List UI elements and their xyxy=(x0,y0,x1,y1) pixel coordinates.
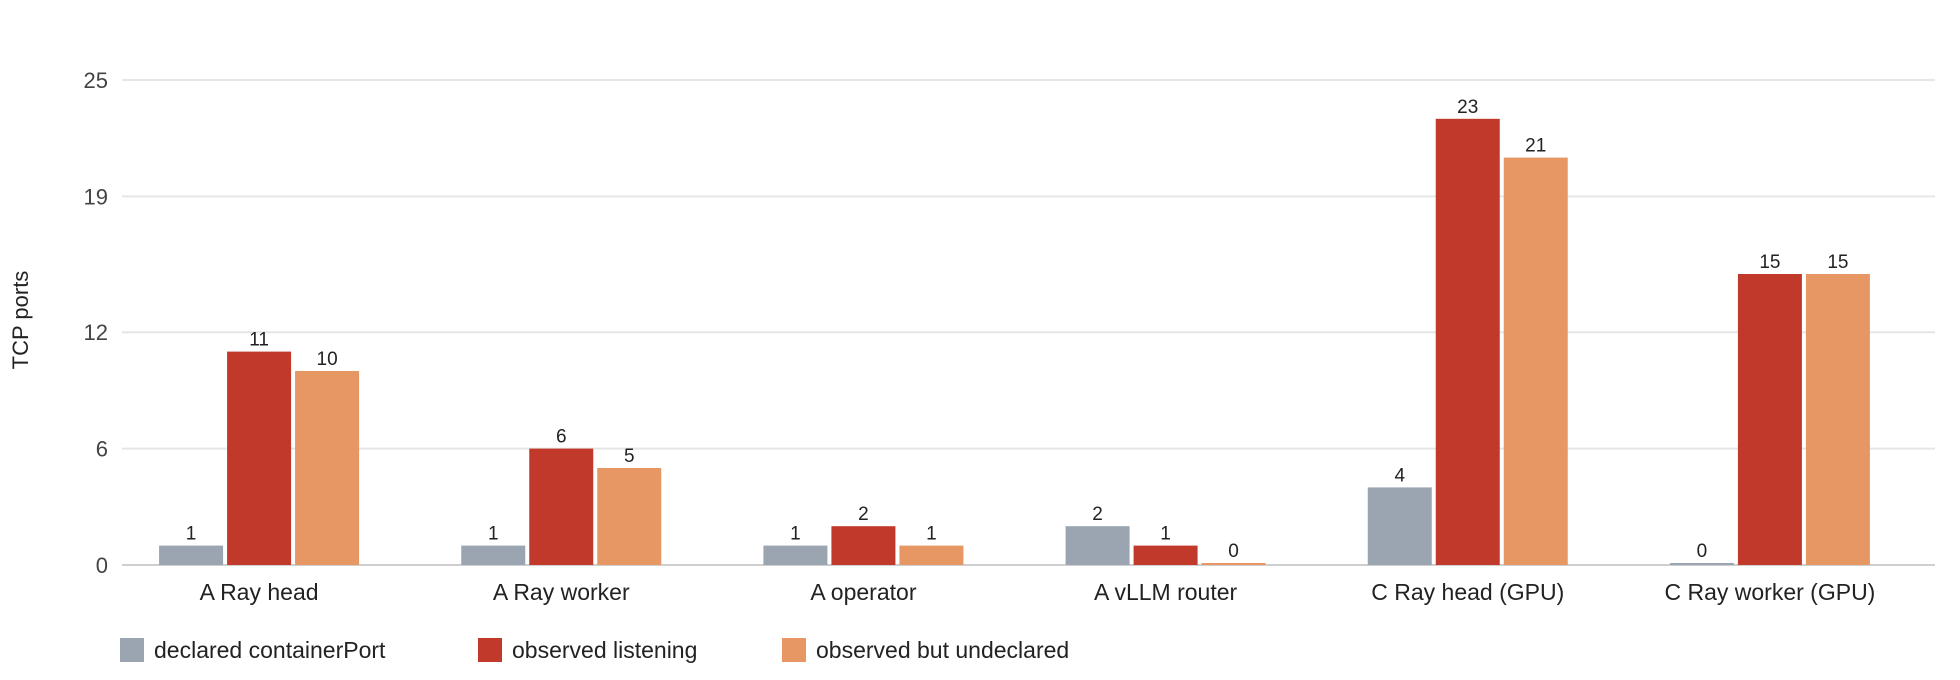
bar xyxy=(159,545,224,565)
legend-swatch xyxy=(782,638,806,662)
data-label: 15 xyxy=(1759,252,1780,273)
bar xyxy=(899,545,964,565)
bar xyxy=(1669,563,1734,565)
category-label: C Ray worker (GPU) xyxy=(1664,579,1875,605)
gridlines xyxy=(122,79,1935,566)
legend-label: observed but undeclared xyxy=(816,637,1069,663)
category-label: A vLLM router xyxy=(1094,579,1238,605)
category-label: A operator xyxy=(810,579,916,605)
bar xyxy=(597,468,662,565)
bar xyxy=(1435,118,1500,566)
data-label: 6 xyxy=(556,427,567,448)
data-label: 1 xyxy=(186,524,197,545)
data-label: 15 xyxy=(1827,252,1848,273)
data-label: 1 xyxy=(926,524,937,545)
legend: declared containerPort observed listening… xyxy=(120,637,1069,663)
y-tick-label: 0 xyxy=(96,553,108,578)
bar xyxy=(1737,274,1802,565)
bar xyxy=(1367,487,1432,565)
legend-label: observed listening xyxy=(512,637,697,663)
bar xyxy=(831,526,896,565)
bar xyxy=(763,545,828,565)
y-tick-label: 25 xyxy=(84,68,108,93)
bar xyxy=(1065,526,1130,565)
category-label: C Ray head (GPU) xyxy=(1371,579,1564,605)
bar xyxy=(1805,274,1870,565)
bars xyxy=(159,118,1870,566)
bar xyxy=(461,545,526,565)
y-axis-ticks: 0 6 12 19 25 xyxy=(84,68,108,578)
category-label: A Ray worker xyxy=(493,579,630,605)
data-label: 1 xyxy=(790,524,801,545)
bar xyxy=(1201,563,1266,565)
bar xyxy=(529,448,594,565)
category-labels: A Ray head A Ray worker A operator A vLLM r… xyxy=(200,579,1876,605)
y-axis-title: TCP ports xyxy=(8,271,33,370)
data-label: 1 xyxy=(1160,524,1171,545)
data-label: 2 xyxy=(858,504,869,525)
data-label: 2 xyxy=(1092,504,1103,525)
y-tick-label: 12 xyxy=(84,320,108,345)
data-label: 4 xyxy=(1394,465,1405,486)
y-tick-label: 6 xyxy=(96,437,108,462)
data-label: 1 xyxy=(488,524,499,545)
legend-label: declared containerPort xyxy=(154,637,386,663)
legend-swatch xyxy=(478,638,502,662)
legend-swatch xyxy=(120,638,144,662)
data-label: 5 xyxy=(624,446,635,467)
y-tick-label: 19 xyxy=(84,184,108,209)
data-label: 0 xyxy=(1697,541,1708,562)
category-label: A Ray head xyxy=(200,579,319,605)
bar xyxy=(295,371,360,565)
bar xyxy=(1503,157,1568,565)
bar xyxy=(227,351,292,565)
data-label: 0 xyxy=(1228,541,1239,562)
data-label: 21 xyxy=(1525,136,1546,157)
data-label: 23 xyxy=(1457,97,1478,118)
data-label: 11 xyxy=(249,330,269,351)
data-label: 10 xyxy=(317,349,338,370)
bar xyxy=(1133,545,1198,565)
